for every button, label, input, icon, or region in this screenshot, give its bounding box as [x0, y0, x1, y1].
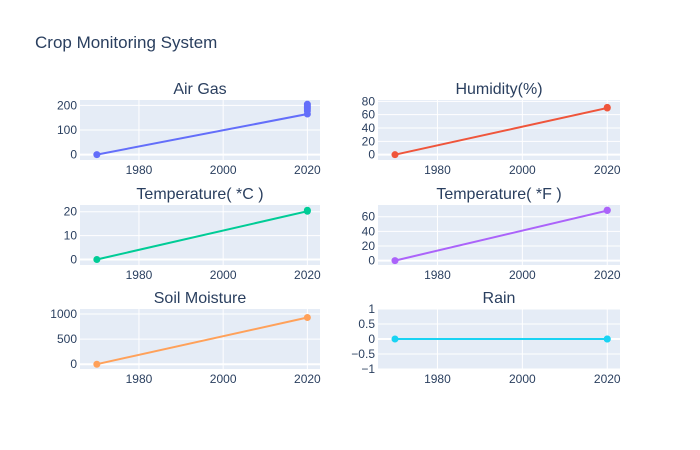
x-tick-label: 1980	[126, 268, 153, 282]
y-tick-label: 500	[57, 332, 77, 346]
data-point	[391, 151, 399, 159]
y-tick-label: 0.5	[358, 317, 375, 331]
x-tick-label: 1980	[424, 372, 451, 386]
x-tick-label: 1980	[126, 163, 153, 177]
x-tick-label: 2020	[594, 268, 621, 282]
data-point	[93, 151, 101, 159]
y-tick-label: −1	[361, 362, 375, 376]
y-tick-label: 0	[368, 148, 375, 162]
x-tick-label: 2020	[294, 163, 321, 177]
subplot-air-gas: 1980 2000 2020 0 100 200 Air Gas	[57, 81, 321, 177]
subplot-title: Soil Moisture	[154, 290, 247, 307]
subplot-title: Rain	[483, 290, 516, 307]
y-tick-label: 1	[368, 302, 375, 316]
y-tick-label: 0	[70, 357, 77, 371]
y-tick-label: 40	[362, 121, 376, 135]
subplot-temperature-c: 1980 2000 2020 0 10 20 Temperature( *C )	[64, 186, 321, 282]
subplot-rain: 1980 2000 2020 −1−0.500.51 Rain	[351, 290, 621, 386]
y-tick-label: 20	[64, 205, 78, 219]
x-tick-label: 2000	[509, 268, 536, 282]
x-tick-label: 2020	[594, 372, 621, 386]
y-tick-label: −0.5	[351, 347, 375, 361]
y-tick-label: 100	[57, 123, 77, 137]
x-tick-label: 2020	[294, 372, 321, 386]
y-tick-label: 0	[70, 253, 77, 267]
subplot-title: Temperature( *F )	[436, 186, 561, 203]
data-point	[303, 100, 311, 108]
y-tick-label: 60	[362, 108, 376, 122]
y-tick-label: 0	[368, 332, 375, 346]
data-point	[391, 335, 399, 343]
x-tick-label: 1980	[424, 163, 451, 177]
x-tick-label: 2020	[294, 268, 321, 282]
y-tick-label: 20	[362, 134, 376, 148]
y-tick-label: 40	[362, 224, 376, 238]
subplot-soil-moisture: 1980 2000 2020 0 500 1000 Soil Moisture	[50, 290, 321, 386]
data-point	[93, 256, 101, 264]
x-tick-label: 2000	[210, 372, 237, 386]
x-tick-label: 2000	[210, 163, 237, 177]
figure-title: Crop Monitoring System	[35, 33, 218, 52]
data-point	[391, 257, 399, 265]
x-tick-label: 2000	[210, 268, 237, 282]
subplot-title: Temperature( *C )	[136, 186, 263, 203]
data-point	[303, 206, 311, 214]
y-tick-label: 80	[362, 94, 376, 108]
data-point	[303, 314, 311, 322]
series-line	[96, 316, 308, 366]
y-tick-label: 0	[368, 254, 375, 268]
x-tick-label: 2000	[509, 372, 536, 386]
subplot-title: Humidity(%)	[455, 81, 542, 98]
y-tick-label: 0	[70, 148, 77, 162]
data-point	[603, 206, 611, 214]
data-point	[93, 360, 101, 368]
y-tick-label: 200	[57, 98, 77, 112]
subplot-title: Air Gas	[173, 81, 226, 98]
x-tick-label: 1980	[424, 268, 451, 282]
data-point	[603, 103, 611, 111]
data-point	[603, 335, 611, 343]
y-tick-label: 20	[362, 239, 376, 253]
y-tick-label: 60	[362, 210, 376, 224]
y-tick-label: 10	[64, 229, 78, 243]
y-tick-label: 1000	[50, 307, 77, 321]
x-tick-label: 1980	[126, 372, 153, 386]
x-tick-label: 2000	[509, 163, 536, 177]
x-tick-label: 2020	[594, 163, 621, 177]
